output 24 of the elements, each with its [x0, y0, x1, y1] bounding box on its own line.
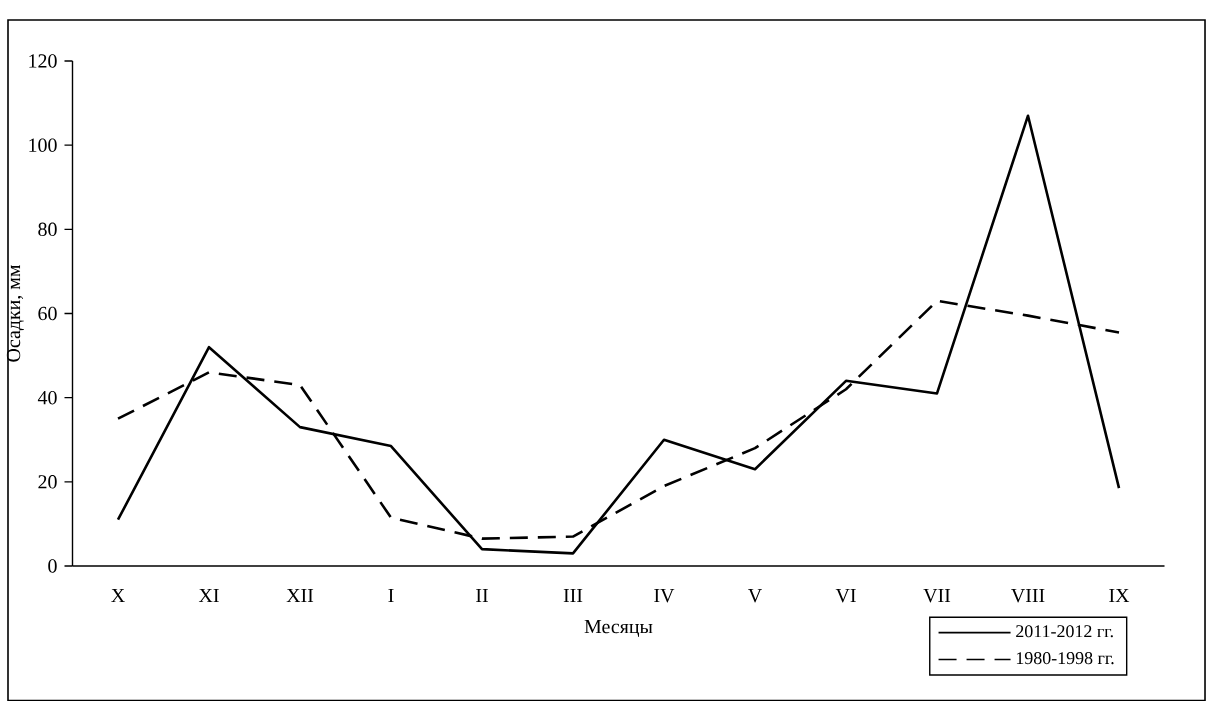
- y-tick-label: 80: [38, 222, 57, 237]
- y-tick-label: 0: [48, 559, 57, 573]
- x-tick-label: VIII: [1011, 589, 1045, 603]
- x-tick-label: VII: [923, 589, 951, 603]
- x-tick-label: XI: [198, 589, 219, 603]
- y-axis-title: Осадки, мм: [6, 264, 24, 362]
- x-tick-label: IV: [654, 589, 675, 603]
- legend-label: 1980-1998 гг.: [1016, 652, 1114, 665]
- x-tick-label: I: [388, 589, 394, 603]
- x-tick-label: X: [111, 589, 125, 603]
- y-tick-label: 120: [29, 54, 57, 68]
- x-tick-label: IX: [1109, 589, 1130, 603]
- y-tick-label: 60: [38, 306, 57, 321]
- y-tick-label: 20: [38, 475, 57, 489]
- y-tick-label: 100: [29, 138, 57, 152]
- x-tick-label: VI: [835, 589, 856, 603]
- x-tick-label: II: [476, 589, 488, 603]
- line-series: [116, 114, 1121, 555]
- y-tick-label: 40: [37, 390, 57, 405]
- x-tick-label: III: [563, 589, 583, 603]
- x-axis-title: Месяцы: [584, 620, 653, 637]
- x-tick-label: XII: [286, 589, 314, 603]
- legend-label: 2011-2012 гг.: [1016, 625, 1113, 638]
- x-tick-label: V: [748, 589, 762, 603]
